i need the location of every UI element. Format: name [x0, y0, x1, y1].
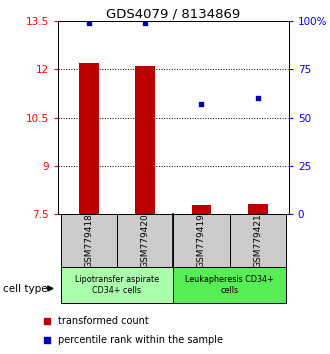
Point	[45, 318, 50, 324]
Bar	[173, 214, 230, 267]
Text: GSM779420: GSM779420	[141, 213, 149, 268]
Text: GSM779421: GSM779421	[253, 213, 262, 268]
Bar	[61, 267, 173, 303]
Bar	[248, 204, 268, 214]
Point	[255, 96, 260, 101]
Text: Leukapheresis CD34+
cells: Leukapheresis CD34+ cells	[185, 275, 274, 295]
Text: GSM779419: GSM779419	[197, 213, 206, 268]
Text: percentile rank within the sample: percentile rank within the sample	[58, 335, 223, 345]
Text: GSM779418: GSM779418	[84, 213, 93, 268]
Bar	[173, 267, 286, 303]
Bar	[230, 214, 286, 267]
Bar	[117, 214, 173, 267]
Bar	[61, 214, 117, 267]
Point	[143, 20, 148, 26]
Text: Lipotransfer aspirate
CD34+ cells: Lipotransfer aspirate CD34+ cells	[75, 275, 159, 295]
Title: GDS4079 / 8134869: GDS4079 / 8134869	[106, 7, 240, 20]
Point	[199, 101, 204, 107]
Text: cell type: cell type	[3, 284, 48, 293]
Bar	[191, 205, 211, 214]
Bar	[79, 63, 99, 214]
Text: transformed count: transformed count	[58, 316, 149, 326]
Point	[45, 337, 50, 343]
Bar	[135, 66, 155, 214]
Point	[86, 20, 91, 26]
